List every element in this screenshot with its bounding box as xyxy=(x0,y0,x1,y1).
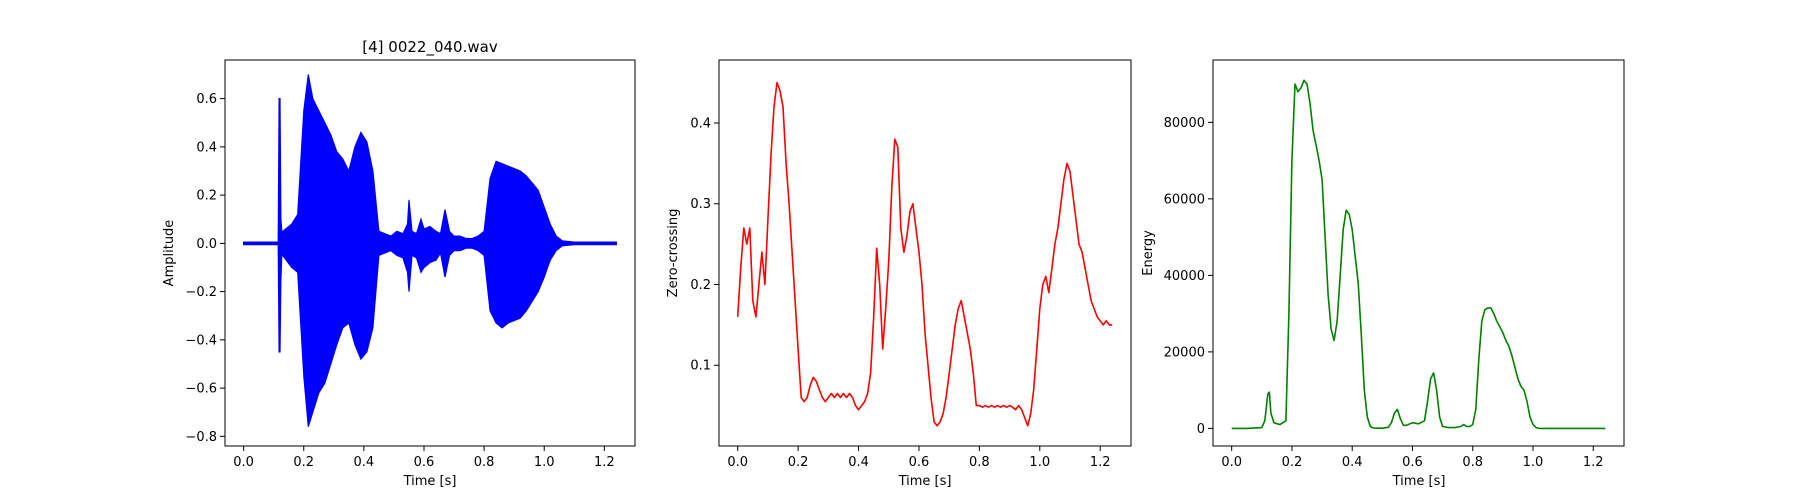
x-tick-label: 0.4 xyxy=(1342,455,1363,470)
y-tick-label: 0.1 xyxy=(690,359,711,374)
waveform-envelope xyxy=(243,74,617,427)
y-tick-label: −0.2 xyxy=(185,285,217,300)
x-tick-label: 0.6 xyxy=(909,455,930,470)
energy-panel: Time [s] Energy 0.0 0.2 0.4 0.6 0.8 1.0 1.2 0 20… xyxy=(1141,59,1625,489)
x-tick-label: 0.8 xyxy=(969,455,990,470)
y-axis-label: Energy xyxy=(1141,230,1156,276)
x-tick-label: 1.0 xyxy=(1029,455,1050,470)
x-axis-label: Time [s] xyxy=(1392,474,1446,489)
series-line xyxy=(1231,79,1606,430)
x-tick-label: 0.0 xyxy=(727,455,748,470)
x-tick-label: 1.0 xyxy=(1523,455,1544,470)
x-tick-label: 1.2 xyxy=(1090,455,1111,470)
y-tick-label: 0.4 xyxy=(196,140,217,155)
y-tick-label: −0.6 xyxy=(185,382,217,397)
axes-frame xyxy=(224,59,636,447)
y-tick-label: 60000 xyxy=(1164,192,1205,207)
x-tick-label: 0.4 xyxy=(848,455,869,470)
y-tick-label: 0.4 xyxy=(690,116,711,131)
y-tick-label: 0.6 xyxy=(196,92,217,107)
plot-title: [4] 0022_040.wav xyxy=(362,38,498,57)
x-tick-label: 1.2 xyxy=(594,455,615,470)
y-tick-label: 20000 xyxy=(1164,345,1205,360)
x-tick-label: 0.2 xyxy=(293,455,314,470)
y-tick-label: 0 xyxy=(1197,422,1205,437)
y-tick-label: 80000 xyxy=(1164,116,1205,131)
series-line xyxy=(736,81,1113,427)
axes-frame xyxy=(718,59,1132,447)
x-tick-label: 0.8 xyxy=(474,455,495,470)
x-tick-label: 0.6 xyxy=(414,455,435,470)
y-tick-label: 40000 xyxy=(1164,269,1205,284)
x-tick-label: 0.4 xyxy=(354,455,375,470)
x-tick-label: 0.2 xyxy=(1282,455,1303,470)
y-axis-label: Zero-crossing xyxy=(666,209,681,298)
x-tick-label: 0.0 xyxy=(1221,455,1242,470)
x-tick-label: 0.8 xyxy=(1462,455,1483,470)
x-tick-label: 0.2 xyxy=(788,455,809,470)
x-tick-label: 0.0 xyxy=(233,455,254,470)
x-tick-label: 1.0 xyxy=(534,455,555,470)
y-tick-label: 0.2 xyxy=(196,189,217,204)
y-tick-label: −0.8 xyxy=(185,430,217,445)
amplitude-panel: [4] 0022_040.wav Time [s] Amplitude 0.0 0… xyxy=(162,38,636,489)
x-axis-label: Time [s] xyxy=(898,474,952,489)
y-tick-label: 0.2 xyxy=(690,278,711,293)
axes-frame xyxy=(1212,59,1625,447)
y-tick-label: −0.4 xyxy=(185,333,217,348)
y-axis-label: Amplitude xyxy=(162,220,177,287)
x-tick-label: 0.6 xyxy=(1402,455,1423,470)
y-tick-label: 0.0 xyxy=(196,237,217,252)
y-tick-label: 0.3 xyxy=(690,197,711,212)
x-tick-label: 1.2 xyxy=(1583,455,1604,470)
zero-crossing-panel: Time [s] Zero-crossing 0.0 0.2 0.4 0.6 0.8 1.… xyxy=(666,59,1132,489)
x-axis-label: Time [s] xyxy=(403,474,457,489)
